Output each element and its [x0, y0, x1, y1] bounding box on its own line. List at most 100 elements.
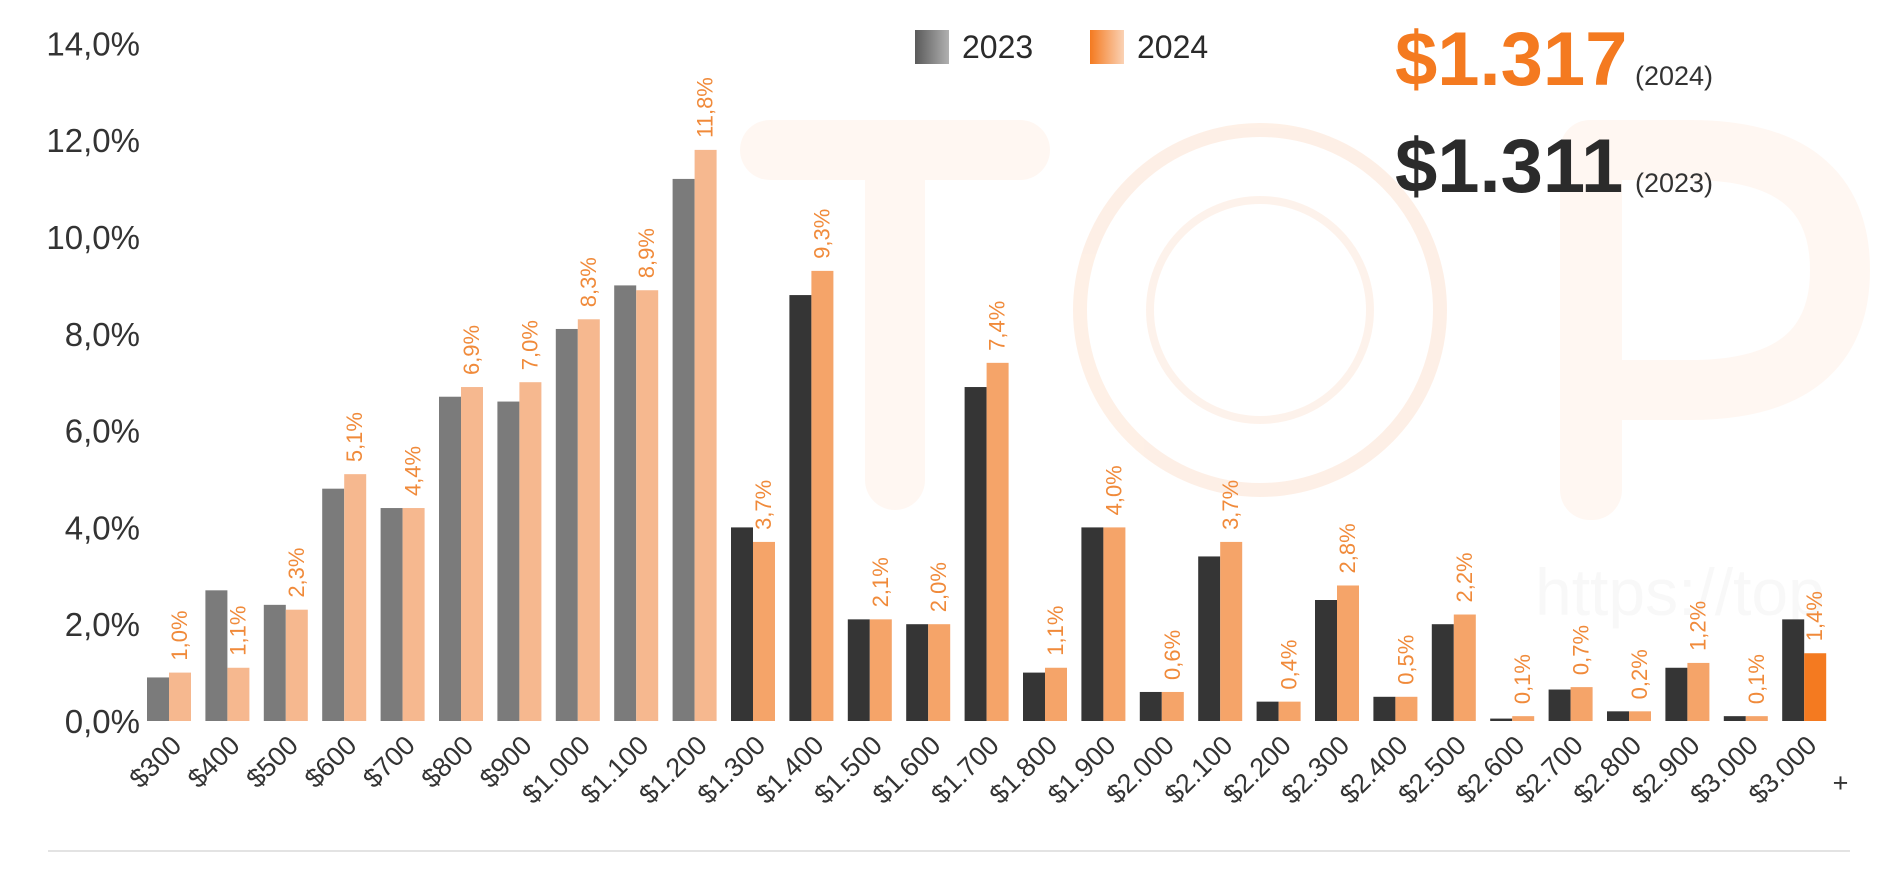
bar-2024 — [1629, 711, 1651, 721]
bar-2024 — [694, 149, 717, 721]
bar-2024 — [811, 270, 834, 721]
bar-2024 — [1395, 696, 1418, 721]
bar-2024 — [636, 290, 659, 721]
bar-2024 — [169, 672, 191, 721]
bar-2024 — [1278, 701, 1301, 721]
data-label-2024: 0,4% — [1277, 639, 1302, 689]
bar-2024 — [1745, 716, 1768, 721]
bar-2023 — [1782, 619, 1805, 721]
bar-2023 — [1315, 600, 1337, 721]
watermark: https://top — [740, 120, 1871, 629]
x-tick-label-extra: + — [1833, 768, 1849, 798]
y-tick-label: 14,0% — [46, 25, 140, 62]
data-label-2024: 2,3% — [284, 548, 309, 598]
data-label-2024: 1,1% — [225, 606, 250, 656]
watermark-letter-t-stem — [865, 120, 925, 510]
data-label-2024: 1,2% — [1685, 601, 1710, 651]
data-label-2024: 0,2% — [1627, 649, 1652, 699]
bar-2024 — [1570, 687, 1593, 721]
bar-2023 — [1490, 718, 1513, 721]
y-tick-label: 10,0% — [46, 219, 140, 256]
legend-label-2023: 2023 — [962, 29, 1033, 65]
data-label-2024: 4,4% — [401, 446, 426, 496]
data-label-2024: 9,3% — [809, 209, 834, 259]
bar-2023 — [1607, 711, 1629, 721]
bar-2024 — [227, 667, 250, 721]
bar-2023 — [205, 590, 228, 721]
bar-2023 — [1139, 691, 1162, 721]
y-tick-label: 12,0% — [46, 122, 140, 159]
data-labels: 1,0% 1,1% 2,3% 5,1% 4,4% 6,9% 7,0% 8,3% 8,9% 11,8… — [167, 77, 1827, 704]
bar-2023 — [380, 508, 403, 721]
bar-2024 — [285, 609, 308, 721]
bar-2024 — [1687, 662, 1710, 721]
bar-2024 — [461, 387, 483, 721]
data-label-2024: 2,2% — [1452, 552, 1477, 602]
data-label-2024: 0,6% — [1160, 630, 1185, 680]
bar-2023 — [614, 285, 637, 721]
bar-2023 — [847, 619, 870, 721]
data-label-2024: 7,4% — [985, 301, 1010, 351]
data-label-2024: 7,0% — [517, 320, 542, 370]
bar-2024 — [1804, 653, 1827, 721]
data-label-2024: 4,0% — [1101, 465, 1126, 515]
bar-2023 — [439, 396, 461, 721]
bar-2024 — [1512, 716, 1535, 721]
data-label-2024: 2,1% — [868, 557, 893, 607]
x-tick-label: $700 — [357, 730, 421, 794]
x-tick-label: $500 — [240, 730, 304, 794]
bar-2024 — [753, 541, 775, 721]
bar-2023 — [731, 527, 753, 721]
y-tick-label: 0,0% — [65, 703, 140, 740]
x-tick-label: $400 — [182, 730, 246, 794]
data-label-2024: 5,1% — [342, 412, 367, 462]
bar-2023 — [555, 328, 578, 721]
bar-2024 — [1103, 527, 1126, 721]
bar-2024 — [577, 319, 600, 721]
x-tick-label: $800 — [416, 730, 480, 794]
y-axis: 0,0% 2,0% 4,0% 6,0% 8,0% 10,0% 12,0% 14,0% — [46, 25, 140, 740]
bar-2024 — [928, 624, 951, 721]
legend-label-2024: 2024 — [1137, 29, 1208, 65]
y-tick-label: 2,0% — [65, 606, 140, 643]
data-label-2024: 0,7% — [1569, 625, 1594, 675]
legend: 2023 2024 — [915, 29, 1208, 65]
data-label-2024: 3,7% — [1218, 480, 1243, 530]
x-axis: $300$400$500$600$700$800$900$1.000$1.100… — [124, 730, 1849, 810]
data-label-2024: 0,1% — [1744, 654, 1769, 704]
bar-2024 — [1045, 667, 1067, 721]
bar-2024 — [869, 619, 892, 721]
data-label-2024: 0,1% — [1510, 654, 1535, 704]
average-2024-year: (2024) — [1635, 61, 1713, 91]
data-label-2024: 3,7% — [751, 480, 776, 530]
data-label-2024: 1,0% — [167, 610, 192, 660]
bar-2023 — [1256, 701, 1279, 721]
data-label-2024: 11,8% — [693, 77, 718, 138]
data-label-2024: 8,3% — [576, 257, 601, 307]
y-tick-label: 6,0% — [65, 413, 140, 450]
bar-2024 — [519, 382, 542, 721]
bar-2023 — [906, 624, 929, 721]
data-label-2024: 6,9% — [459, 325, 484, 375]
bar-2024 — [402, 508, 425, 721]
bar-2024 — [1161, 691, 1184, 721]
bar-2023 — [1198, 556, 1221, 721]
y-tick-label: 4,0% — [65, 509, 140, 546]
bar-2023 — [1081, 527, 1104, 721]
average-prices: $1.317 (2024) $1.311 (2023) — [1395, 17, 1713, 209]
bar-2024 — [1337, 585, 1359, 721]
average-2024-value: $1.317 — [1395, 17, 1627, 102]
watermark-globe — [1073, 123, 1447, 497]
bars — [147, 149, 1827, 722]
bar-2024 — [1220, 541, 1243, 721]
bar-2023 — [1665, 667, 1688, 721]
bar-2023 — [1023, 672, 1045, 721]
bar-2023 — [1431, 624, 1454, 721]
data-label-2024: 2,8% — [1335, 523, 1360, 573]
watermark-url: https://top — [1535, 555, 1825, 629]
data-label-2024: 1,1% — [1043, 606, 1068, 656]
data-label-2024: 0,5% — [1393, 635, 1418, 685]
bar-2023 — [1723, 716, 1746, 721]
bar-2023 — [1373, 696, 1396, 721]
